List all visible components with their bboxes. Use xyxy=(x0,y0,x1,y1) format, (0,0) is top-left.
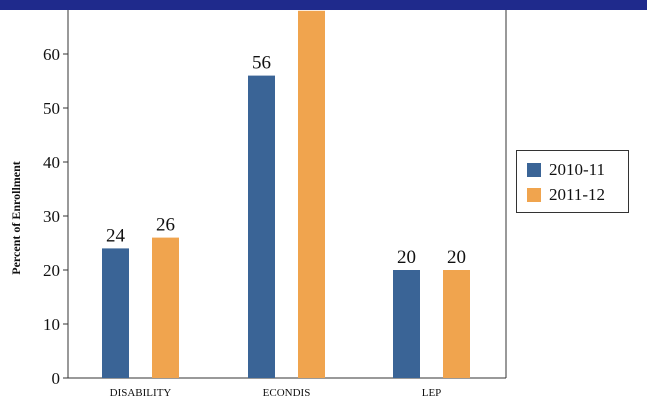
bars xyxy=(102,10,470,379)
y-tick-label: 10 xyxy=(43,315,60,334)
y-tick-label: 40 xyxy=(43,153,60,172)
legend-swatch-2010-11 xyxy=(527,163,541,177)
bar-econdis-2010-11 xyxy=(248,75,275,378)
header-bar xyxy=(0,0,647,10)
plot-frame xyxy=(67,10,507,379)
legend-swatch-2011-12 xyxy=(527,188,541,202)
data-label: 56 xyxy=(252,53,271,74)
category-label-econdis: ECONDIS xyxy=(263,387,311,399)
data-label: 20 xyxy=(397,247,416,268)
bar-lep-2010-11 xyxy=(393,270,420,378)
data-label: 20 xyxy=(447,247,466,268)
bar-disability-2010-11 xyxy=(102,248,129,378)
data-label: 24 xyxy=(106,225,126,246)
legend-item-2011-12: 2011-12 xyxy=(527,185,605,205)
data-label: 26 xyxy=(156,215,175,236)
y-axis-title: Percent of Enrollment xyxy=(9,161,23,275)
legend-label-2010-11: 2010-11 xyxy=(549,160,606,179)
y-tick-label: 20 xyxy=(43,261,60,280)
y-axis-ticks: 0 10 20 30 40 50 60 xyxy=(43,45,68,388)
category-label-lep: LEP xyxy=(422,387,442,399)
bar-disability-2011-12 xyxy=(152,237,179,378)
bar-econdis-2011-12 xyxy=(298,10,325,379)
category-labels: DISABILITY ECONDIS LEP xyxy=(110,387,442,399)
y-tick-label: 50 xyxy=(43,99,60,118)
data-labels: 24 26 56 20 20 xyxy=(106,53,466,268)
y-tick-label: 30 xyxy=(43,207,60,226)
bar-lep-2011-12 xyxy=(443,270,470,378)
y-tick-label: 0 xyxy=(52,369,61,388)
y-tick-label: 60 xyxy=(43,45,60,64)
category-label-disability: DISABILITY xyxy=(110,387,172,399)
legend: 2010-11 2011-12 xyxy=(516,150,629,213)
legend-label-2011-12: 2011-12 xyxy=(549,185,606,204)
legend-item-2010-11: 2010-11 xyxy=(527,160,605,180)
